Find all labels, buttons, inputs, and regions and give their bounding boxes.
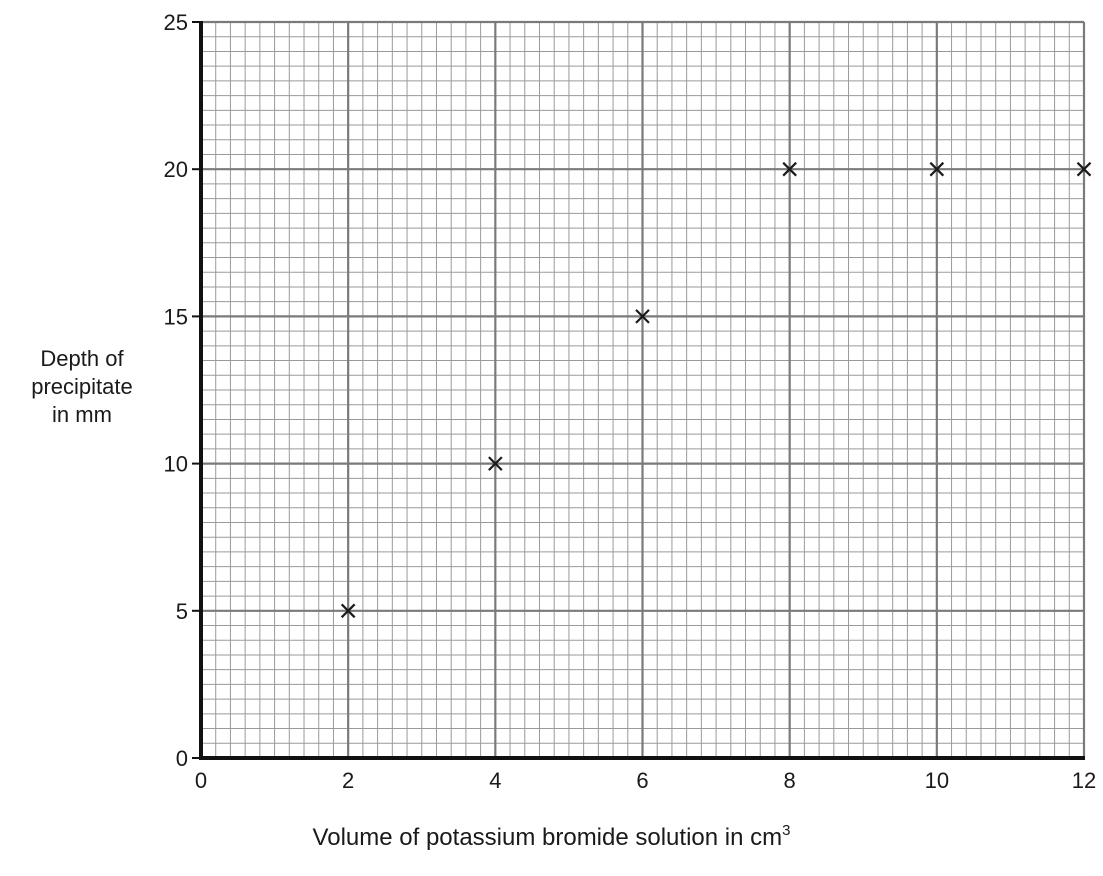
y-axis-title-line-1: Depth of [40, 346, 124, 371]
x-tick-label: 4 [489, 768, 501, 793]
x-axis-title-superscript: 3 [782, 822, 791, 839]
data-point-marker [1076, 161, 1092, 177]
y-tick-label: 5 [176, 599, 188, 624]
marker-stroke [488, 456, 503, 471]
data-point-marker [782, 161, 797, 177]
marker-stroke [782, 161, 797, 177]
x-tick-label: 8 [784, 768, 796, 793]
axes [192, 21, 1085, 760]
data-point-marker [635, 309, 650, 324]
x-tick-label: 0 [195, 768, 207, 793]
y-tick-label: 25 [164, 10, 188, 35]
y-tick-label: 20 [164, 157, 188, 182]
y-tick-label: 10 [164, 452, 188, 477]
marker-stroke [1076, 161, 1092, 177]
marker-stroke [340, 603, 356, 619]
y-axis-title-line-3: in mm [52, 402, 112, 427]
x-tick-label: 12 [1072, 768, 1096, 793]
data-point-marker [340, 603, 356, 619]
x-axis-title: Volume of potassium bromide solution in … [0, 822, 1103, 852]
y-axis-title: Depth of precipitate in mm [31, 346, 133, 427]
data-point-marker [488, 456, 503, 471]
x-axis-title-text: Volume of potassium bromide solution in … [312, 824, 783, 851]
marker-stroke [635, 309, 650, 324]
x-tick-label: 10 [925, 768, 949, 793]
x-tick-label: 6 [636, 768, 648, 793]
marker-stroke [929, 161, 945, 177]
y-tick-label: 15 [164, 304, 188, 329]
data-points [340, 161, 1092, 619]
tick-labels: 0 2 4 6 8 10 12 0 5 10 15 20 25 [164, 10, 1097, 793]
data-point-marker [929, 161, 945, 177]
grid [201, 20, 1086, 758]
y-axis-title-line-2: precipitate [31, 374, 133, 399]
y-tick-label: 0 [176, 746, 188, 771]
x-tick-label: 2 [342, 768, 354, 793]
